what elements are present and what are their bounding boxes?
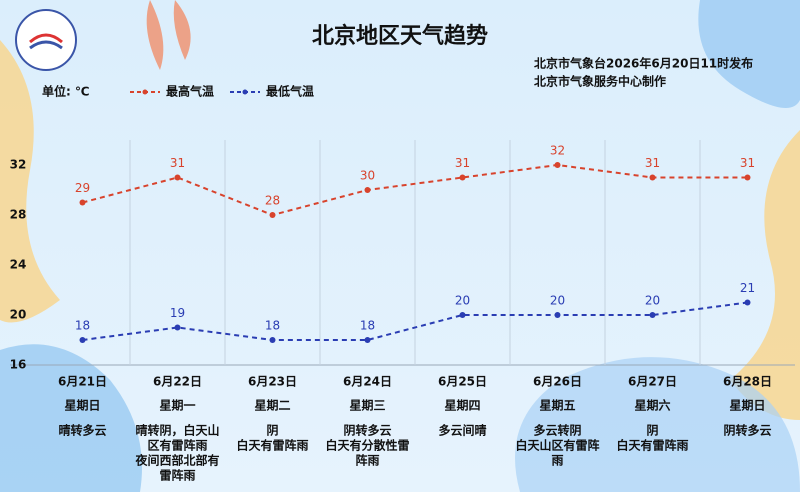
legend-label: 最高气温 [166,84,214,99]
logo [29,33,63,44]
weekday: 星期日 [729,398,765,413]
y-tick-label: 24 [10,258,27,272]
weekday: 星期日 [64,398,100,413]
subtitle: 北京市气象服务中心制作 [534,74,666,89]
x-tick-label: 6月21日 [58,375,107,389]
weather: 白天有雷阵雨 [616,438,688,453]
point [649,312,656,318]
x-tick-label: 6月24日 [343,375,392,389]
x-tick-label: 6月28日 [723,375,772,389]
point [744,299,751,306]
x-tick-label: 6月25日 [438,375,487,389]
deco [0,344,142,492]
point [364,337,371,343]
value-label: 21 [740,281,755,295]
deco [730,130,800,420]
x-tick-label: 6月23日 [248,375,297,389]
value-label: 31 [455,156,470,170]
weather: 白天山区有雷阵 [515,438,599,453]
weather: 阴 [266,423,278,438]
chart-title: 北京地区天气趋势 [312,23,488,49]
value-label: 31 [740,156,755,170]
value-label: 31 [645,156,660,170]
value-label: 30 [360,169,375,183]
deco [0,40,60,323]
logo [29,40,63,50]
series-line [82,301,748,341]
value-label: 31 [170,156,185,170]
weather: 多云间晴 [438,423,486,438]
point [459,174,466,181]
weekday: 星期二 [254,398,290,413]
weekday: 星期一 [159,398,195,413]
point [649,174,656,181]
weather: 晴转多云 [58,423,106,438]
point [459,312,466,318]
weekday: 星期四 [444,398,480,413]
value-label: 20 [550,294,565,308]
weather: 阴 [646,423,658,438]
value-label: 19 [170,306,185,320]
y-tick-label: 20 [10,308,27,322]
weather: 夜间西部北部有 [134,453,219,468]
value-label: 18 [75,319,90,333]
point [744,174,751,181]
x-tick-label: 6月27日 [628,375,677,389]
point [79,337,86,343]
weather: 白天有雷阵雨 [236,438,308,453]
weekday: 星期三 [349,398,385,413]
weather: 阴转多云 [343,423,391,438]
weather: 白天有分散性雷 [325,438,409,453]
weather: 多云转阴 [533,423,581,438]
weather: 区有雷阵雨 [147,438,207,453]
value-label: 20 [455,294,470,308]
value-label: 29 [75,181,90,195]
point [174,324,181,331]
point [364,187,371,193]
point [174,174,181,181]
y-tick-label: 28 [10,208,27,222]
weather: 雷阵雨 [159,468,195,483]
weather: 阵雨 [355,453,379,468]
point [269,212,276,218]
legend-marker [242,89,248,95]
logo [15,9,77,71]
point [269,337,276,343]
weather: 阴转多云 [723,423,771,438]
deco [146,0,191,70]
deco [698,0,800,108]
unit-label: 单位: ℃ [42,84,90,99]
x-tick-label: 6月22日 [153,375,202,389]
legend-label: 最低气温 [266,84,314,99]
deco [515,357,800,492]
legend-marker [142,89,148,95]
point [554,162,561,168]
weekday: 星期六 [634,398,670,413]
weekday: 星期五 [539,398,575,413]
point [554,312,561,318]
y-tick-label: 32 [10,158,27,172]
value-label: 20 [645,294,660,308]
value-label: 32 [550,144,565,158]
weather: 晴转阴，白天山 [135,423,219,438]
weather: 雨 [551,454,563,468]
subtitle: 北京市气象台2026年6月20日11时发布 [534,56,753,71]
value-label: 18 [265,319,280,333]
x-tick-label: 6月26日 [533,375,582,389]
value-label: 28 [265,194,280,208]
value-label: 18 [360,319,375,333]
series-line [82,163,748,217]
y-tick-label: 16 [10,358,27,372]
point [79,199,86,206]
